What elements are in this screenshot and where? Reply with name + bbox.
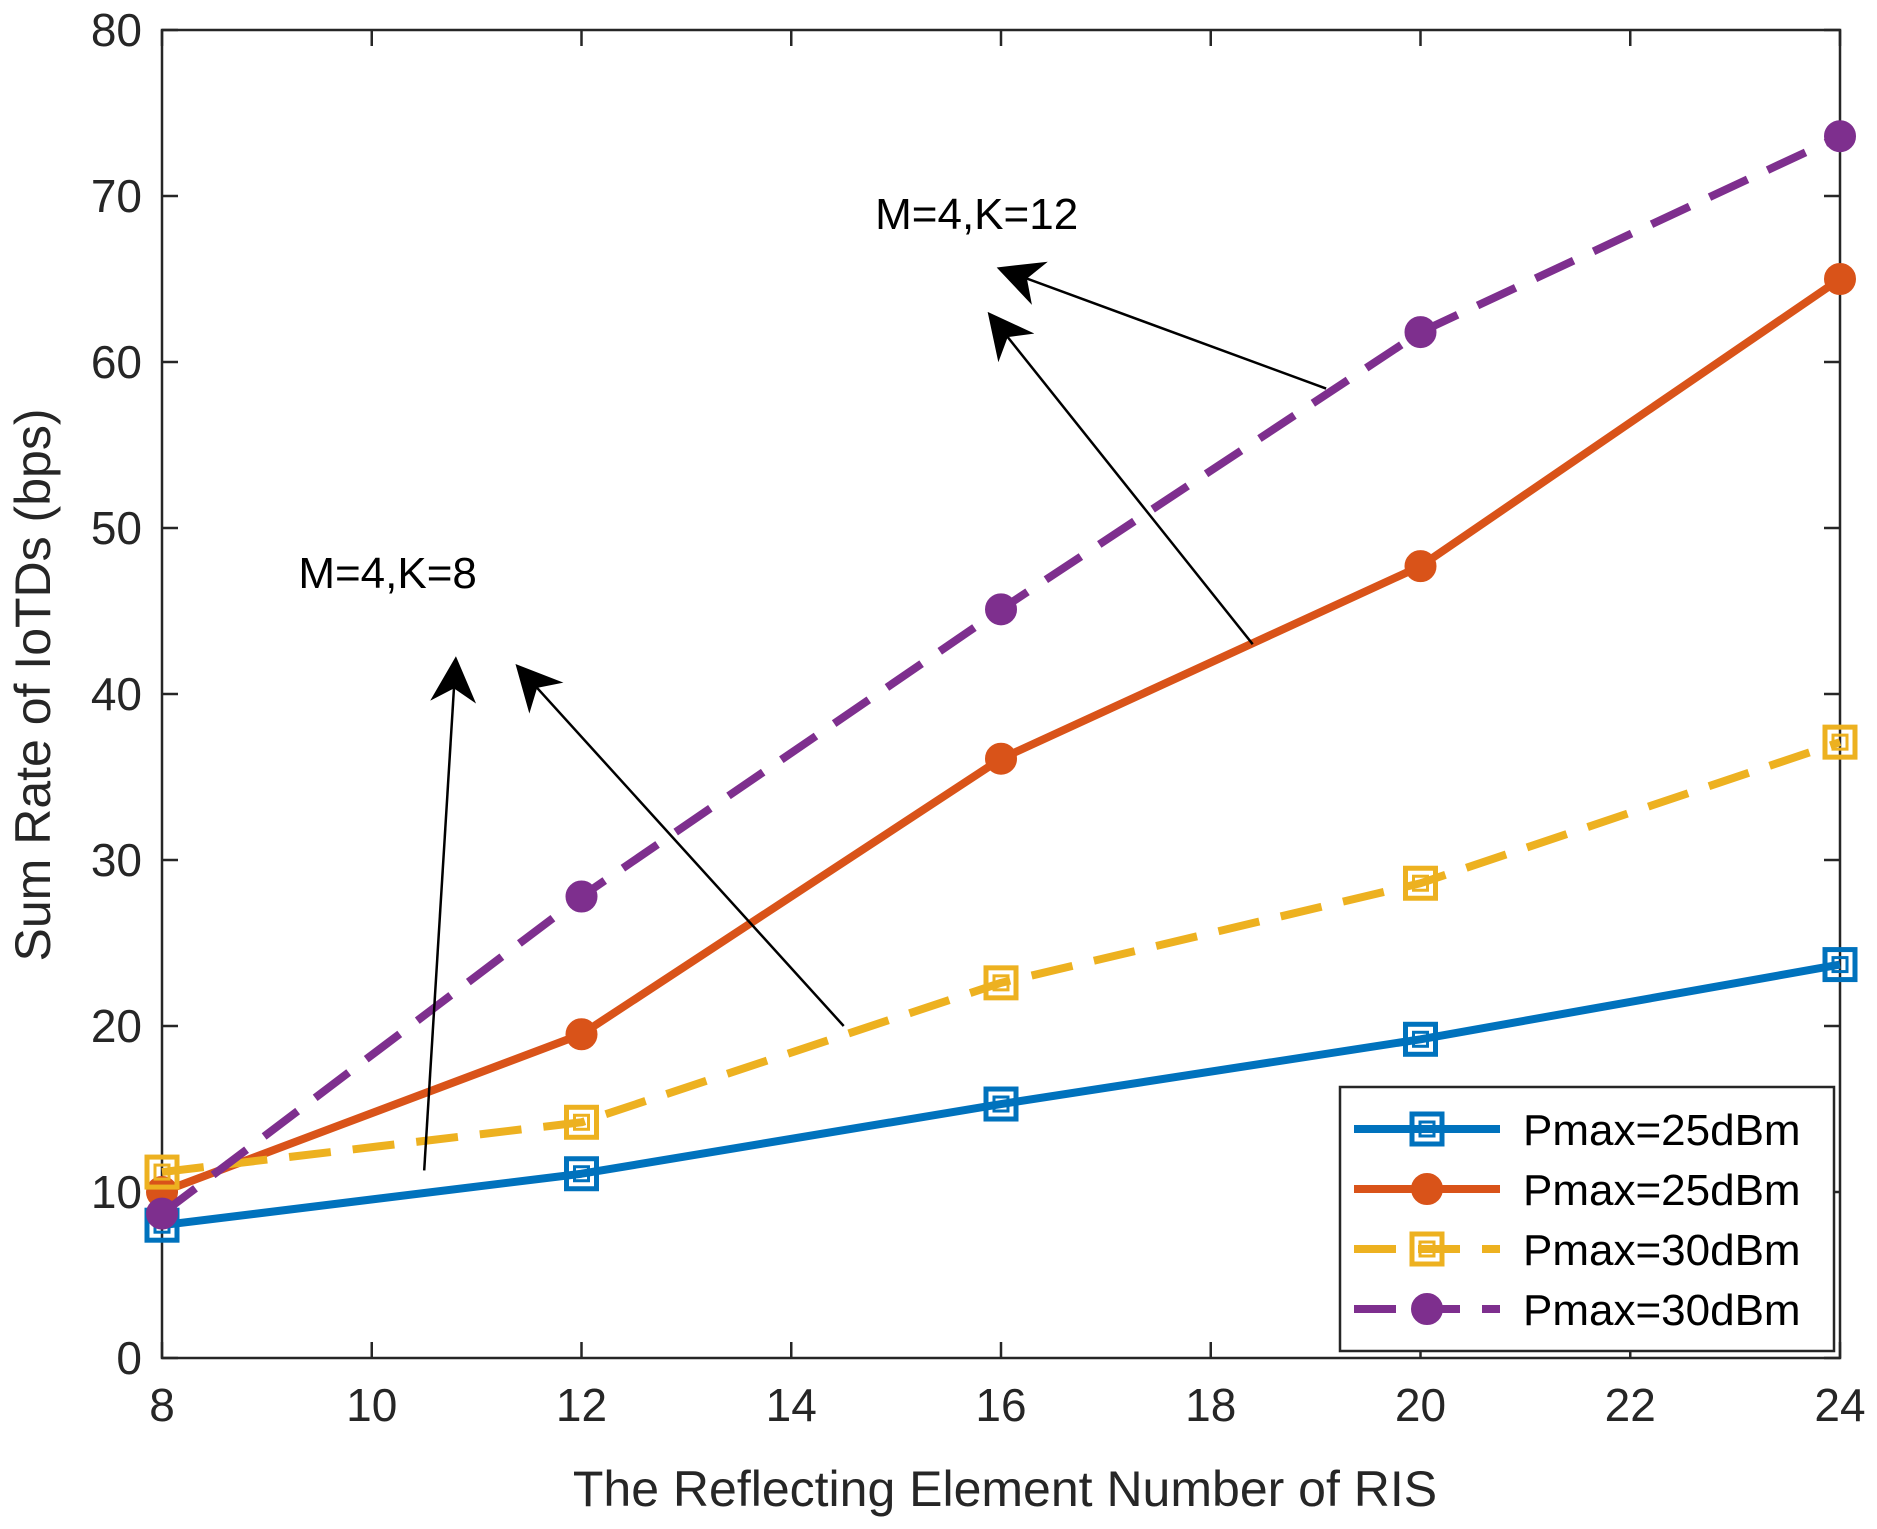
legend-swatch-marker — [1409, 1111, 1445, 1147]
data-point — [1822, 724, 1858, 760]
data-point — [565, 1018, 598, 1051]
data-point — [565, 880, 598, 913]
y-tick-label: 10 — [91, 1166, 142, 1218]
data-point — [1403, 865, 1438, 901]
y-tick-label: 0 — [116, 1332, 142, 1384]
x-axis-label: The Reflecting Element Number of RIS — [573, 1461, 1437, 1517]
x-tick-label: 12 — [556, 1379, 607, 1431]
data-point-inner — [1412, 1030, 1429, 1048]
series-2 — [146, 263, 1856, 1208]
data-point-inner — [1412, 874, 1429, 892]
x-tick-label: 18 — [1185, 1379, 1236, 1431]
x-tick-label: 16 — [975, 1379, 1026, 1431]
y-tick-label: 80 — [91, 4, 142, 56]
x-tick-label: 14 — [766, 1379, 817, 1431]
annotations: M=4,K=8 M=4,K=12 — [298, 190, 1327, 1171]
legend-swatch-marker — [1411, 1293, 1443, 1325]
series-4 — [146, 120, 1856, 1230]
data-point — [983, 1086, 1019, 1122]
data-point-inner — [153, 1163, 171, 1181]
series-3 — [144, 724, 1858, 1190]
x-tick-label: 22 — [1605, 1379, 1656, 1431]
data-point-inner — [573, 1165, 590, 1183]
data-point — [144, 1154, 180, 1190]
annotation-arrow — [987, 311, 1254, 645]
series-line — [161, 960, 1841, 1230]
data-point — [146, 1197, 178, 1230]
data-point — [985, 742, 1017, 775]
data-point-inner — [992, 974, 1010, 992]
y-tick-label: 40 — [91, 668, 142, 720]
data-point — [1822, 947, 1858, 983]
data-point — [564, 1104, 599, 1140]
x-tick-label: 8 — [149, 1379, 175, 1431]
x-tick-label: 20 — [1395, 1379, 1446, 1431]
legend-label: Pmax=25dBm — [1523, 1166, 1801, 1215]
annotation-arrow — [515, 664, 845, 1027]
legend-item-1: Pmax=25dBm — [1354, 1106, 1801, 1155]
data-point-inner — [1831, 733, 1849, 751]
data-point — [1824, 120, 1856, 153]
y-tick-label: 30 — [91, 834, 142, 886]
annotation-text: M=4,K=8 — [298, 549, 477, 598]
legend-swatch-marker — [1411, 1173, 1443, 1205]
legend: Pmax=25dBm Pmax=25dBm Pmax=30dBm Pmax=30dBm — [1338, 1085, 1836, 1353]
x-tick-label: 24 — [1814, 1379, 1865, 1431]
data-point-inner — [1831, 956, 1849, 974]
legend-item-2: Pmax=25dBm — [1354, 1166, 1801, 1215]
axes: 8 10 12 14 16 18 20 22 24 0 10 20 30 40 50 60 70 80 — [91, 4, 1866, 1431]
annotation-1: M=4,K=8 — [298, 549, 845, 1171]
series-1 — [144, 947, 1858, 1243]
data-point — [1824, 263, 1856, 295]
y-tick-label: 70 — [91, 170, 142, 222]
annotation-text: M=4,K=12 — [875, 190, 1078, 239]
data-point — [564, 1156, 599, 1192]
y-tick-label: 50 — [91, 502, 142, 554]
series-group — [144, 120, 1858, 1243]
legend-label: Pmax=30dBm — [1523, 1226, 1801, 1275]
y-tick-label: 60 — [91, 336, 142, 388]
data-point — [983, 965, 1019, 1001]
data-point — [1404, 550, 1437, 583]
legend-item-4: Pmax=30dBm — [1354, 1286, 1801, 1335]
series-line — [160, 275, 1843, 1196]
y-tick-label: 20 — [91, 1000, 142, 1052]
legend-swatch-marker — [1409, 1231, 1445, 1267]
data-point-inner — [992, 1095, 1010, 1113]
legend-label: Pmax=30dBm — [1523, 1286, 1801, 1335]
series-line — [161, 738, 1842, 1177]
y-axis-label: Sum Rate of IoTDs (bps) — [5, 409, 61, 962]
data-point — [1404, 316, 1437, 349]
annotation-2: M=4,K=12 — [875, 190, 1327, 645]
data-point-inner — [573, 1113, 590, 1131]
data-point — [1403, 1021, 1438, 1057]
legend-label: Pmax=25dBm — [1523, 1106, 1801, 1155]
annotation-arrow — [422, 656, 477, 1171]
annotation-arrow — [996, 261, 1327, 390]
x-tick-label: 10 — [346, 1379, 397, 1431]
data-point — [985, 593, 1017, 626]
series-line — [159, 132, 1842, 1217]
legend-item-3: Pmax=30dBm — [1354, 1226, 1801, 1275]
legend-swatch-marker-inner — [1418, 1240, 1436, 1258]
legend-swatch-marker-inner — [1418, 1120, 1436, 1138]
